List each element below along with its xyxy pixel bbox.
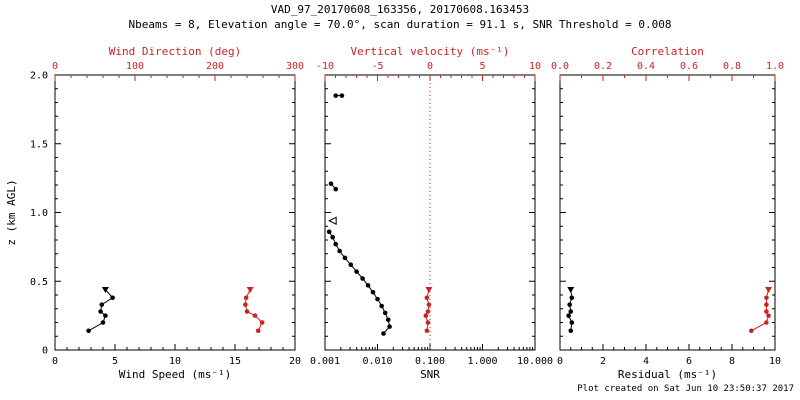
svg-text:8: 8 (729, 356, 735, 367)
snr-cluster-mid-series (328, 181, 339, 192)
svg-text:10: 10 (529, 61, 541, 72)
svg-text:100: 100 (126, 61, 144, 72)
wind-bottom-axis-label: Wind Speed (ms⁻¹) (119, 368, 232, 381)
svg-text:0.0: 0.0 (551, 61, 569, 72)
plot-title: VAD_97_20170608_163356, 20170608.163453 (270, 3, 530, 16)
panel-residual: 0 2 4 6 8 10 Residual (ms⁻¹) 0.0 0.2 0.4 0.6 0.8 1.0… (551, 45, 784, 381)
plot-subtitle: Nbeams = 8, Elevation angle = 70.0°, sca… (128, 18, 672, 31)
svg-text:1.000: 1.000 (467, 356, 497, 367)
wind-direction-series (243, 287, 265, 334)
y-axis-label: z (km AGL) (5, 179, 18, 245)
residual-top-axis-label: Correlation (631, 45, 704, 58)
svg-text:6: 6 (686, 356, 692, 367)
svg-text:15: 15 (229, 356, 241, 367)
svg-text:0.4: 0.4 (637, 61, 655, 72)
snr-profile-series (326, 229, 392, 336)
svg-text:0: 0 (557, 356, 563, 367)
plot-created-timestamp: Plot created on Sat Jun 10 23:50:37 2017 (577, 384, 794, 394)
svg-text:-5: -5 (371, 61, 383, 72)
svg-text:20: 20 (289, 356, 301, 367)
svg-text:5: 5 (479, 61, 485, 72)
svg-text:0.8: 0.8 (723, 61, 741, 72)
wind-speed-series (86, 287, 115, 334)
svg-text:0.010: 0.010 (362, 356, 392, 367)
svg-text:0.001: 0.001 (310, 356, 340, 367)
svg-text:300: 300 (286, 61, 304, 72)
axes-frame (559, 74, 776, 351)
svg-text:0: 0 (427, 61, 433, 72)
svg-text:0.5: 0.5 (30, 277, 48, 288)
vertical-velocity-series (423, 287, 433, 334)
residual-series (566, 287, 575, 334)
correlation-series (749, 287, 773, 334)
svg-text:-10: -10 (316, 61, 334, 72)
svg-text:1.0: 1.0 (30, 208, 48, 219)
svg-text:4: 4 (643, 356, 649, 367)
wind-top-axis-label: Wind Direction (deg) (109, 45, 241, 58)
svg-text:2.0: 2.0 (30, 71, 48, 82)
residual-bottom-axis-label: Residual (ms⁻¹) (618, 368, 717, 381)
svg-text:0.100: 0.100 (415, 356, 445, 367)
axes-frame (54, 74, 296, 351)
svg-text:2: 2 (600, 356, 606, 367)
svg-text:200: 200 (206, 61, 224, 72)
svg-text:10.000: 10.000 (517, 356, 553, 367)
panel-wind: 0 0.5 1.0 1.5 2.0 z (km AGL) 0 5 10 15 20 Wind Spee… (5, 45, 304, 381)
panel-snr: 0.001 0.010 0.100 1.000 10.000 SNR -10 -5 0 5 10 Ve… (310, 45, 553, 381)
axes-frame (324, 74, 536, 351)
svg-text:0: 0 (52, 356, 58, 367)
snr-cluster-high-series (333, 93, 345, 98)
snr-flag-series (328, 216, 337, 226)
svg-text:1.0: 1.0 (766, 61, 784, 72)
svg-text:10: 10 (169, 356, 181, 367)
snr-top-axis-label: Vertical velocity (ms⁻¹) (351, 45, 510, 58)
svg-text:0: 0 (52, 61, 58, 72)
svg-text:10: 10 (769, 356, 781, 367)
svg-text:5: 5 (112, 356, 118, 367)
svg-text:1.5: 1.5 (30, 139, 48, 150)
svg-text:0: 0 (42, 346, 48, 357)
svg-text:0.6: 0.6 (680, 61, 698, 72)
snr-bottom-axis-label: SNR (420, 368, 440, 381)
svg-text:0.2: 0.2 (594, 61, 612, 72)
